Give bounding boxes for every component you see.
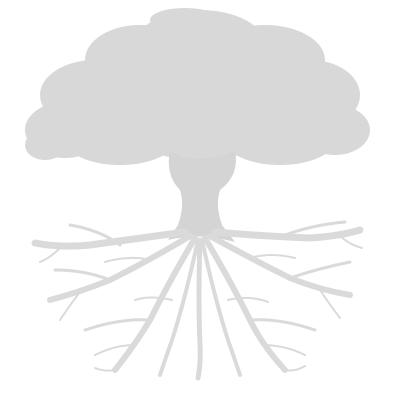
trunk [168,150,236,242]
roots [31,220,364,381]
canopy [25,8,370,165]
